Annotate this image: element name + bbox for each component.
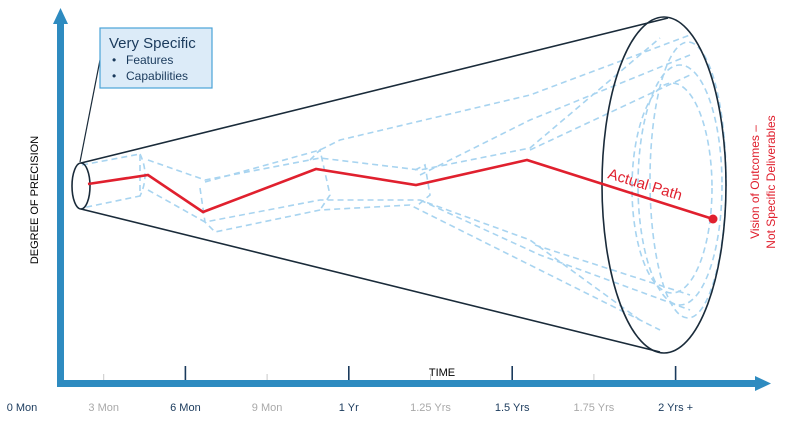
x-ticks: 0 Mon 3 Mon 6 Mon 9 Mon 1 Yr 1.25 Yrs 1.5 Yrs 1… xyxy=(7,366,693,414)
iteration-ellipse xyxy=(637,64,723,306)
actual-path: Actual Path xyxy=(87,158,718,224)
iteration-outline xyxy=(414,163,431,206)
x-tick-label: 9 Mon xyxy=(252,402,283,414)
y-axis-title: DEGREE OF PRECISION xyxy=(29,136,41,264)
callout-box xyxy=(99,27,213,89)
end-label: Vision of Outcomes – Not Specific Delive… xyxy=(748,115,778,248)
x-tick-label: 6 Mon xyxy=(170,402,201,414)
iteration-outline xyxy=(204,34,691,183)
actual-path-line xyxy=(87,158,714,221)
callout-title: Very Specific xyxy=(109,35,196,52)
callout-bullet: • xyxy=(112,69,116,83)
x-axis-title: TIME xyxy=(429,367,455,379)
iteration-outline xyxy=(419,199,691,311)
y-axis-arrow xyxy=(53,8,68,24)
y-axis xyxy=(57,22,64,387)
callout-item-capabilities: Capabilities xyxy=(126,69,188,83)
iteration-ellipse xyxy=(649,41,727,319)
cone-bottom-edge xyxy=(80,208,661,353)
x-axis-arrow xyxy=(755,376,771,391)
cone-top-edge xyxy=(80,17,669,164)
callout-item-features: Features xyxy=(126,53,173,67)
x-tick-label: 1.5 Yrs xyxy=(495,402,530,414)
callout-bullet: • xyxy=(112,53,116,67)
iteration-outline xyxy=(147,37,661,181)
x-tick-label: 1.75 Yrs xyxy=(574,402,615,414)
axes xyxy=(53,8,771,391)
iteration-ellipse xyxy=(631,82,713,294)
iteration-outline xyxy=(147,189,641,321)
x-tick-label: 1.25 Yrs xyxy=(410,402,451,414)
iteration-outline xyxy=(534,244,691,296)
callout-connector xyxy=(79,59,101,163)
x-axis xyxy=(57,380,757,387)
iteration-outline xyxy=(419,54,691,176)
actual-path-endpoint xyxy=(708,214,718,224)
x-tick-label: 1 Yr xyxy=(339,402,359,414)
callout: Very Specific • Features • Capabilities xyxy=(79,27,213,163)
end-label-line1: Vision of Outcomes – xyxy=(748,125,762,239)
x-tick-label: 3 Mon xyxy=(88,402,119,414)
x-tick-label: 2 Yrs + xyxy=(658,402,693,414)
cone xyxy=(71,16,727,354)
end-label-line2: Not Specific Deliverables xyxy=(764,115,778,248)
x-tick-label: 0 Mon xyxy=(7,402,38,414)
iteration-outline xyxy=(199,187,661,331)
cone-start-ellipse xyxy=(71,162,91,210)
